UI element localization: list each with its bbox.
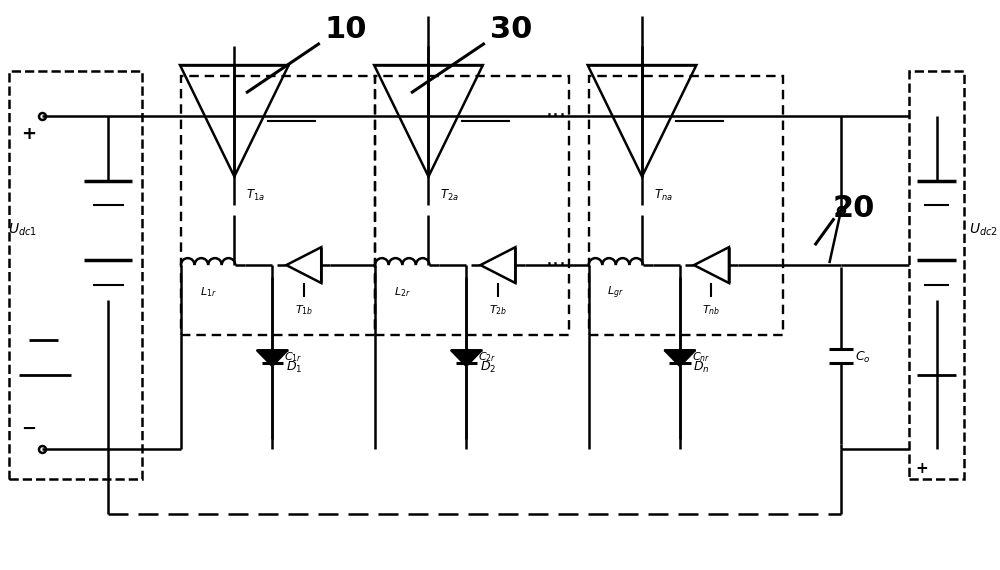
Polygon shape bbox=[664, 350, 695, 366]
Text: 10: 10 bbox=[325, 15, 367, 44]
Bar bbox=[909, 71, 964, 479]
Text: $C_{o}$: $C_{o}$ bbox=[855, 349, 870, 365]
Text: $L_{2r}$: $L_{2r}$ bbox=[394, 285, 411, 299]
Text: 30: 30 bbox=[490, 15, 532, 44]
Bar bbox=[589, 76, 783, 335]
Text: $L_{gr}$: $L_{gr}$ bbox=[607, 285, 624, 302]
Text: $T_{1b}$: $T_{1b}$ bbox=[295, 303, 313, 317]
Text: $D_{2}$: $D_{2}$ bbox=[480, 360, 496, 374]
Text: $C_{1r}$: $C_{1r}$ bbox=[284, 350, 302, 364]
Text: ···: ··· bbox=[546, 106, 567, 126]
Text: $T_{1a}$: $T_{1a}$ bbox=[246, 188, 265, 203]
Text: $D_{1}$: $D_{1}$ bbox=[286, 360, 302, 374]
Text: $C_{nr}$: $C_{nr}$ bbox=[692, 350, 710, 364]
Text: $L_{1r}$: $L_{1r}$ bbox=[200, 285, 217, 299]
Text: $T_{2a}$: $T_{2a}$ bbox=[440, 188, 459, 203]
Text: −: − bbox=[21, 420, 36, 438]
Text: $D_{n}$: $D_{n}$ bbox=[693, 360, 710, 374]
Polygon shape bbox=[257, 350, 288, 366]
Text: $U_{dc2}$: $U_{dc2}$ bbox=[969, 222, 998, 238]
Text: 20: 20 bbox=[832, 194, 875, 223]
Bar bbox=[9, 71, 142, 479]
Text: $U_{dc1}$: $U_{dc1}$ bbox=[8, 222, 37, 238]
Text: +: + bbox=[21, 125, 36, 142]
Text: $C_{2r}$: $C_{2r}$ bbox=[478, 350, 496, 364]
Text: $T_{2b}$: $T_{2b}$ bbox=[489, 303, 507, 317]
Polygon shape bbox=[451, 350, 482, 366]
Text: ···: ··· bbox=[546, 255, 567, 275]
Bar bbox=[375, 76, 569, 335]
Text: $T_{na}$: $T_{na}$ bbox=[654, 188, 673, 203]
Text: $T_{nb}$: $T_{nb}$ bbox=[702, 303, 721, 317]
Bar bbox=[181, 76, 375, 335]
Text: +: + bbox=[916, 461, 928, 476]
